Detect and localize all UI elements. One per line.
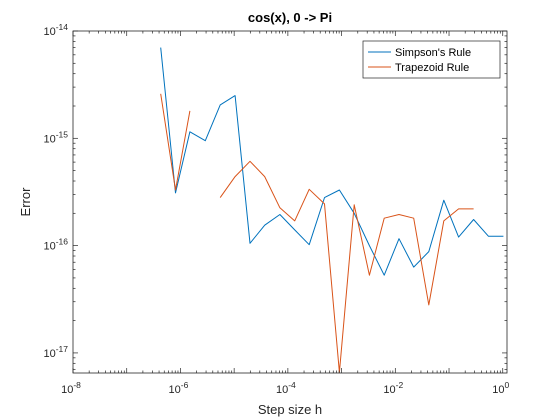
plot-area [73,31,507,373]
y-tick-label-3: 10-14 [43,22,68,38]
legend-box [362,40,501,79]
series-layer [160,47,504,373]
y-tick-label-2: 10-15 [43,129,68,145]
x-ticks: 10-8 10-6 10-4 10-2 100 [61,31,510,396]
series-line-1-segment-0 [160,93,191,191]
y-ticks: 10-17 10-16 10-15 10-14 [43,22,507,370]
y-axis-label: Error [18,187,33,217]
legend: Simpson's Rule Trapezoid Rule [362,40,501,79]
x-tick-label-3: 10-2 [383,380,403,396]
legend-label-trapezoid: Trapezoid Rule [395,62,469,74]
legend-label-simpson: Simpson's Rule [395,47,471,59]
chart-title: cos(x), 0 -> Pi [248,10,332,25]
y-tick-label-0: 10-17 [43,344,68,360]
axes-box [72,30,508,374]
series-line-1-segment-1 [219,160,474,373]
x-tick-label-0: 10-8 [61,380,81,396]
series-line-0-segment-0 [160,47,504,276]
x-tick-label-4: 100 [492,380,509,396]
x-tick-label-1: 10-6 [169,380,189,396]
y-tick-label-1: 10-16 [43,237,68,253]
x-axis-label: Step size h [258,402,322,417]
x-tick-label-2: 10-4 [276,380,296,396]
